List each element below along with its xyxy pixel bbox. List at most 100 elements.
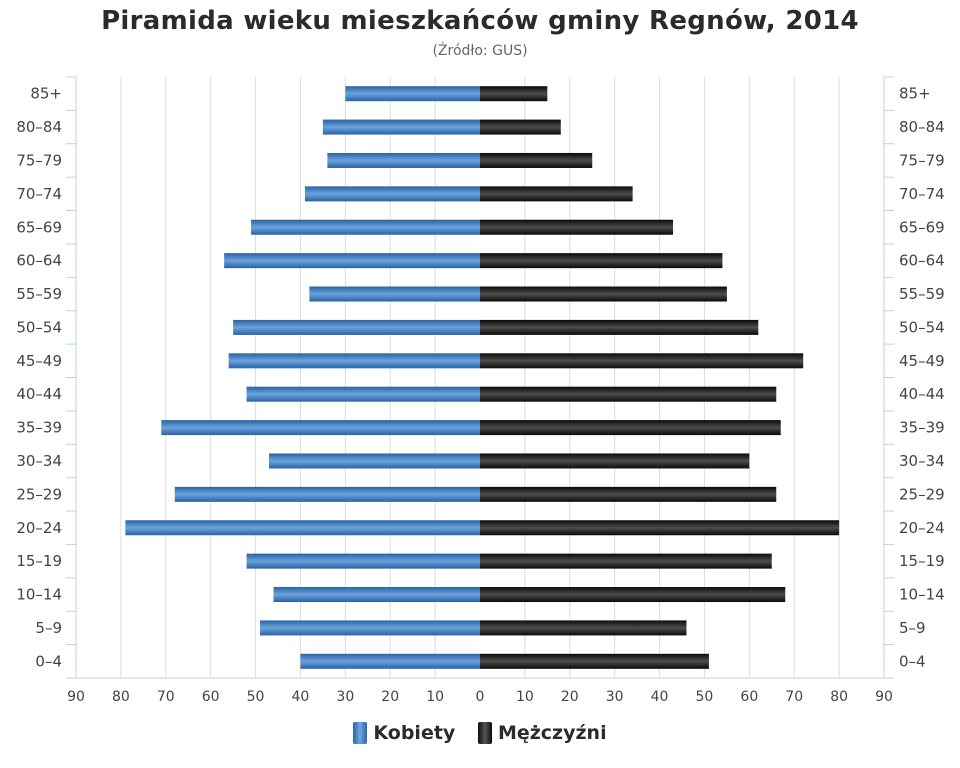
y-category-label-left: 40–44	[16, 385, 62, 403]
x-tick-label: 0	[476, 689, 485, 705]
x-tick-label: 90	[67, 689, 85, 705]
legend-swatch-kobiety	[353, 722, 368, 744]
x-tick-label: 50	[247, 689, 265, 705]
y-category-label-left: 80–84	[16, 118, 62, 136]
y-category-label-right: 40–44	[899, 385, 945, 403]
y-category-label-right: 50–54	[899, 318, 945, 336]
x-tick-label: 80	[830, 689, 848, 705]
y-category-label-right: 30–34	[899, 452, 945, 470]
legend-label-kobiety: Kobiety	[373, 722, 456, 744]
y-category-label-right: 60–64	[899, 252, 945, 270]
y-category-label-left: 35–39	[16, 419, 62, 437]
y-category-label-right: 75–79	[899, 151, 945, 169]
bar-mezczyzni	[480, 319, 759, 335]
y-category-label-left: 25–29	[16, 485, 62, 503]
y-category-label-left: 55–59	[16, 285, 62, 303]
y-category-label-right: 5–9	[899, 619, 926, 637]
bar-mezczyzni	[480, 520, 840, 536]
bar-mezczyzni	[480, 353, 804, 369]
y-category-label-left: 70–74	[16, 185, 62, 203]
y-category-label-right: 35–39	[899, 419, 945, 437]
y-category-label-left: 60–64	[16, 252, 62, 270]
y-category-label-left: 0–4	[35, 652, 62, 670]
y-category-label-left: 50–54	[16, 318, 62, 336]
x-tick-label: 10	[516, 689, 534, 705]
labels: 90 80 70 60 50 40 30 20 10 0 10 20 30 40 50 60 70 80 90 85+…	[16, 85, 944, 705]
bar-kobiety	[309, 286, 480, 302]
x-tick-label: 90	[875, 689, 893, 705]
y-category-label-right: 55–59	[899, 285, 945, 303]
chart-subtitle: (Źródło: GUS)	[432, 43, 528, 59]
y-category-label-right: 45–49	[899, 352, 945, 370]
legend-swatch-mezczyzni	[477, 722, 492, 744]
bar-kobiety	[322, 119, 480, 135]
y-category-label-left: 20–24	[16, 519, 62, 537]
y-category-label-right: 25–29	[899, 485, 945, 503]
x-tick-label: 50	[696, 689, 714, 705]
bar-mezczyzni	[480, 620, 687, 636]
bar-kobiety	[161, 420, 481, 436]
x-tick-label: 70	[157, 689, 175, 705]
bar-kobiety	[269, 453, 480, 469]
bar-kobiety	[251, 219, 480, 235]
bar-mezczyzni	[480, 453, 750, 469]
bar-mezczyzni	[480, 119, 561, 135]
x-tick-label: 80	[112, 689, 130, 705]
bar-mezczyzni	[480, 152, 593, 168]
y-category-label-right: 80–84	[899, 118, 945, 136]
y-category-label-right: 70–74	[899, 185, 945, 203]
bar-mezczyzni	[480, 587, 786, 603]
bar-kobiety	[300, 653, 480, 669]
chart-title: Piramida wieku mieszkańców gminy Regnów,…	[101, 6, 859, 36]
bar-mezczyzni	[480, 420, 781, 436]
legend-label-mezczyzni: Mężczyźni	[497, 722, 607, 744]
legend-item-mezczyzni[interactable]: Mężczyźni	[477, 722, 607, 744]
bar-kobiety	[233, 319, 480, 335]
bar-mezczyzni	[480, 553, 772, 569]
bar-mezczyzni	[480, 186, 633, 202]
bar-kobiety	[224, 253, 480, 269]
legend-item-kobiety[interactable]: Kobiety	[353, 722, 455, 744]
y-category-label-right: 20–24	[899, 519, 945, 537]
x-tick-label: 70	[785, 689, 803, 705]
y-category-label-right: 0–4	[899, 652, 926, 670]
bar-mezczyzni	[480, 386, 777, 402]
x-tick-label: 30	[606, 689, 624, 705]
bar-mezczyzni	[480, 219, 674, 235]
y-category-label-left: 65–69	[16, 218, 62, 236]
y-category-label-right: 15–19	[899, 552, 945, 570]
bar-mezczyzni	[480, 653, 709, 669]
x-tick-label: 60	[202, 689, 220, 705]
y-category-label-right: 10–14	[899, 586, 945, 604]
bar-kobiety	[228, 353, 480, 369]
bar-mezczyzni	[480, 486, 777, 502]
y-category-label-right: 85+	[899, 85, 931, 103]
bar-mezczyzni	[480, 253, 723, 269]
bar-kobiety	[246, 386, 480, 402]
x-tick-label: 10	[426, 689, 444, 705]
bar-kobiety	[246, 553, 480, 569]
bar-kobiety	[125, 520, 480, 536]
y-category-label-left: 30–34	[16, 452, 62, 470]
bar-mezczyzni	[480, 86, 548, 102]
x-tick-label: 30	[336, 689, 354, 705]
x-tick-label: 40	[651, 689, 669, 705]
y-category-label-left: 5–9	[35, 619, 62, 637]
y-category-label-right: 65–69	[899, 218, 945, 236]
x-tick-label: 20	[561, 689, 579, 705]
bar-kobiety	[327, 152, 480, 168]
y-category-label-left: 85+	[30, 85, 62, 103]
legend: Kobiety Mężczyźni	[0, 722, 960, 749]
x-tick-label: 60	[740, 689, 758, 705]
bar-mezczyzni	[480, 286, 727, 302]
bar-kobiety	[174, 486, 480, 502]
y-category-label-left: 45–49	[16, 352, 62, 370]
x-tick-label: 40	[292, 689, 310, 705]
bar-kobiety	[260, 620, 480, 636]
bar-kobiety	[273, 587, 480, 603]
y-category-label-left: 75–79	[16, 151, 62, 169]
y-category-label-left: 15–19	[16, 552, 62, 570]
bars	[125, 86, 840, 669]
bar-kobiety	[345, 86, 480, 102]
